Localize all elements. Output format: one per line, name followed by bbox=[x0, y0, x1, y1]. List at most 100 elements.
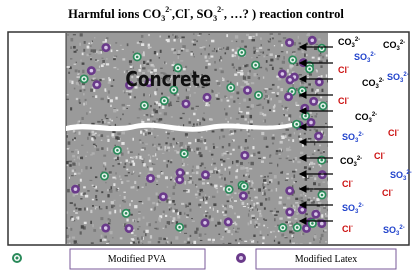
aggregate bbox=[283, 114, 285, 115]
aggregate bbox=[250, 210, 251, 211]
aggregate bbox=[248, 180, 250, 181]
aggregate bbox=[198, 178, 201, 180]
aggregate bbox=[187, 146, 190, 148]
aggregate bbox=[282, 133, 285, 134]
aggregate bbox=[122, 58, 125, 60]
aggregate bbox=[269, 65, 272, 66]
aggregate bbox=[308, 138, 311, 140]
latex-particle bbox=[305, 227, 309, 231]
aggregate bbox=[82, 86, 85, 89]
aggregate bbox=[173, 178, 174, 179]
aggregate bbox=[222, 80, 223, 81]
aggregate bbox=[143, 93, 145, 96]
aggregate bbox=[115, 42, 117, 44]
aggregate bbox=[134, 96, 136, 98]
aggregate bbox=[170, 161, 172, 163]
aggregate bbox=[265, 88, 268, 89]
aggregate bbox=[219, 169, 220, 172]
aggregate bbox=[291, 122, 292, 123]
aggregate bbox=[266, 60, 268, 63]
aggregate bbox=[223, 214, 226, 215]
aggregate bbox=[206, 40, 207, 41]
aggregate bbox=[127, 148, 129, 150]
aggregate bbox=[296, 88, 297, 90]
aggregate bbox=[193, 44, 196, 46]
aggregate bbox=[163, 160, 165, 162]
aggregate bbox=[192, 172, 195, 174]
aggregate bbox=[237, 98, 239, 99]
aggregate bbox=[74, 173, 76, 175]
aggregate bbox=[237, 118, 239, 119]
pva-particle bbox=[295, 123, 298, 126]
aggregate bbox=[248, 191, 250, 194]
aggregate bbox=[95, 61, 98, 62]
aggregate bbox=[243, 206, 246, 207]
aggregate bbox=[165, 131, 167, 132]
ion-base: SO bbox=[387, 72, 400, 82]
aggregate bbox=[256, 224, 258, 226]
aggregate bbox=[172, 200, 175, 203]
aggregate bbox=[154, 103, 156, 105]
aggregate bbox=[196, 197, 198, 198]
aggregate bbox=[80, 179, 82, 182]
aggregate bbox=[127, 105, 130, 106]
aggregate bbox=[285, 129, 288, 131]
aggregate bbox=[309, 163, 310, 165]
aggregate bbox=[224, 108, 225, 110]
aggregate bbox=[123, 90, 125, 92]
aggregate bbox=[87, 54, 89, 57]
aggregate bbox=[255, 221, 258, 224]
aggregate bbox=[274, 45, 275, 46]
aggregate bbox=[252, 209, 253, 211]
legend: Modified PVA Modified Latex bbox=[12, 249, 396, 269]
aggregate bbox=[297, 161, 300, 163]
aggregate bbox=[81, 145, 83, 146]
aggregate bbox=[83, 49, 85, 52]
aggregate bbox=[234, 200, 237, 202]
aggregate bbox=[93, 186, 95, 188]
aggregate bbox=[173, 39, 175, 41]
ion-base: SO bbox=[354, 52, 367, 62]
aggregate bbox=[258, 158, 261, 159]
aggregate bbox=[299, 74, 302, 75]
aggregate bbox=[109, 219, 111, 222]
aggregate bbox=[250, 220, 252, 223]
aggregate bbox=[279, 68, 282, 69]
aggregate bbox=[240, 86, 243, 88]
aggregate bbox=[177, 93, 179, 95]
aggregate bbox=[267, 227, 268, 228]
aggregate bbox=[229, 171, 230, 174]
ion-base: SO bbox=[383, 225, 396, 235]
aggregate bbox=[216, 171, 218, 173]
aggregate bbox=[101, 58, 103, 59]
aggregate bbox=[266, 55, 268, 56]
aggregate bbox=[102, 201, 105, 203]
latex-particle bbox=[314, 212, 318, 216]
aggregate bbox=[85, 99, 87, 101]
aggregate bbox=[244, 241, 247, 242]
aggregate bbox=[142, 202, 144, 204]
aggregate bbox=[246, 34, 249, 36]
aggregate bbox=[152, 111, 154, 114]
aggregate bbox=[198, 132, 201, 133]
aggregate bbox=[320, 152, 323, 154]
aggregate bbox=[157, 147, 159, 150]
aggregate bbox=[203, 198, 204, 201]
aggregate bbox=[102, 78, 105, 80]
aggregate bbox=[89, 111, 91, 113]
aggregate bbox=[184, 233, 187, 234]
aggregate bbox=[158, 144, 160, 146]
aggregate bbox=[280, 172, 283, 174]
pva-particle bbox=[291, 59, 294, 62]
aggregate bbox=[279, 217, 282, 219]
aggregate bbox=[253, 47, 256, 50]
latex-particle bbox=[104, 46, 108, 50]
aggregate bbox=[177, 216, 180, 219]
aggregate bbox=[167, 186, 168, 188]
aggregate bbox=[205, 197, 208, 198]
aggregate bbox=[254, 73, 257, 76]
aggregate bbox=[281, 44, 283, 46]
aggregate bbox=[210, 56, 213, 58]
aggregate bbox=[70, 38, 73, 41]
ion-base: CO bbox=[338, 37, 352, 47]
